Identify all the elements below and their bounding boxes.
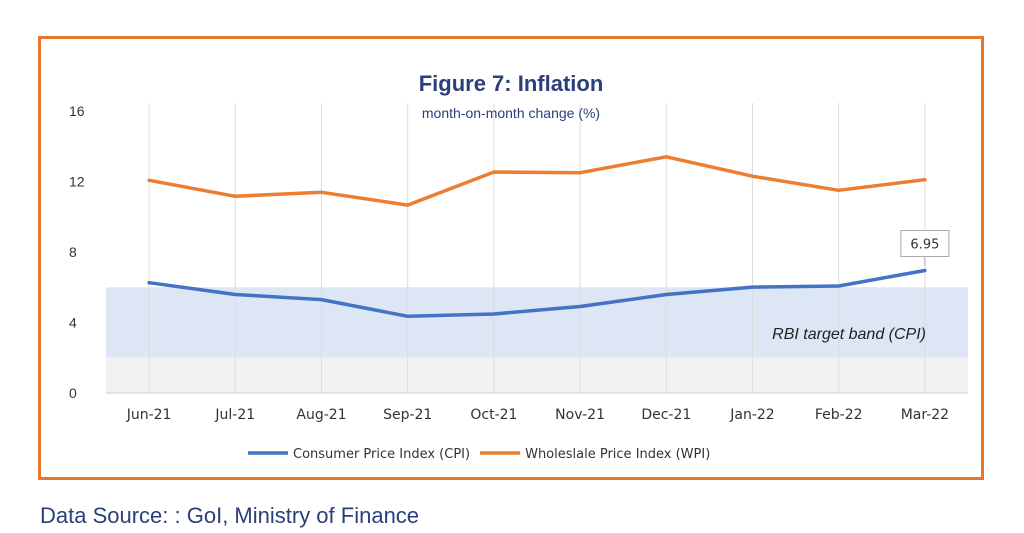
series-line-cpi <box>147 268 927 319</box>
y-tick-4: 4 <box>69 315 77 331</box>
point-wpi-jun-21 <box>147 178 151 182</box>
data-source-note: Data Source: : GoI, Ministry of Finance <box>40 503 420 528</box>
point-cpi-dec-21 <box>664 292 668 296</box>
point-wpi-dec-21 <box>664 155 668 159</box>
point-wpi-jul-21 <box>233 194 237 198</box>
band-label: RBI target band (CPI) <box>772 326 926 343</box>
inflation-chart: 0 4 8 12 16 Jun-21 Jul-21 Aug-21 Sep-21 Oct-21 Nov… <box>69 71 968 462</box>
rbi-target-band <box>106 287 968 358</box>
callout-label: 6.95 <box>910 238 939 253</box>
x-tick-sep-21: Sep-21 <box>383 407 432 423</box>
point-wpi-aug-21 <box>320 190 323 194</box>
y-tick-12: 12 <box>69 174 85 190</box>
point-cpi-oct-21 <box>492 312 496 316</box>
point-cpi-jun-21 <box>147 281 151 285</box>
point-wpi-oct-21 <box>492 170 496 174</box>
point-cpi-sep-21 <box>406 314 410 318</box>
y-tick-16: 16 <box>69 103 85 119</box>
chart-frame: 0 4 8 12 16 Jun-21 Jul-21 Aug-21 Sep-21 Oct-21 Nov… <box>38 36 984 480</box>
x-tick-feb-22: Feb-22 <box>815 407 863 423</box>
point-cpi-mar-22 <box>923 269 927 273</box>
point-wpi-jan-22 <box>751 174 754 178</box>
x-tick-aug-21: Aug-21 <box>296 407 346 423</box>
lower-band <box>106 357 968 393</box>
point-cpi-jan-22 <box>751 285 754 289</box>
x-tick-oct-21: Oct-21 <box>470 407 517 423</box>
point-wpi-feb-22 <box>837 188 841 192</box>
legend-label-cpi: Consumer Price Index (CPI) <box>293 447 470 462</box>
point-wpi-nov-21 <box>578 171 582 175</box>
x-tick-mar-22: Mar-22 <box>901 407 949 423</box>
x-tick-dec-21: Dec-21 <box>641 407 691 423</box>
x-tick-nov-21: Nov-21 <box>555 407 605 423</box>
legend-label-wpi: Wholeslale Price Index (WPI) <box>525 447 710 462</box>
point-cpi-feb-22 <box>837 284 841 288</box>
point-cpi-aug-21 <box>320 298 323 302</box>
series-line-wpi <box>147 155 927 207</box>
x-tick-jun-21: Jun-21 <box>126 407 172 423</box>
x-tick-jul-21: Jul-21 <box>214 407 255 423</box>
point-cpi-jul-21 <box>233 292 237 296</box>
chart-title: Figure 7: Inflation <box>419 71 604 96</box>
x-tick-jan-22: Jan-22 <box>729 407 774 423</box>
point-wpi-sep-21 <box>406 203 410 207</box>
callout-box <box>900 230 950 258</box>
point-cpi-nov-21 <box>578 304 582 308</box>
y-tick-8: 8 <box>69 244 77 260</box>
chart-subtitle: month-on-month change (%) <box>422 105 600 121</box>
point-wpi-mar-22 <box>923 178 927 182</box>
y-tick-0: 0 <box>69 385 77 401</box>
